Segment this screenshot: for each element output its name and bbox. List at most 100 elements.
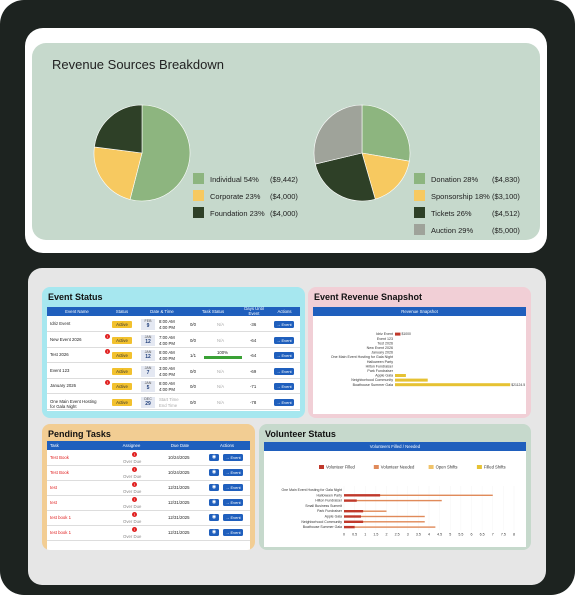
alert-icon: ! — [105, 349, 110, 354]
view-task-icon[interactable]: ◉ — [209, 469, 219, 476]
pending-task-row: test book 1! Over Due 12/31/2025 ◉ → Event — [47, 526, 250, 541]
task-name-link[interactable]: test book 1 — [50, 515, 72, 520]
event-row: January 2026! Active JAN 5 8:00 AM 4:00 PM 0/0… — [47, 379, 300, 394]
pending-task-row: Test Book! Over Due 10/24/2025 ◉ → Event — [47, 451, 250, 466]
task-count: 0/0 — [190, 368, 196, 374]
end-time: End Time — [159, 402, 178, 408]
volunteer-tick-label: 7 — [492, 532, 494, 536]
end-time: 4:00 PM — [159, 387, 176, 392]
view-task-icon[interactable]: ◉ — [209, 514, 219, 521]
go-to-event-button[interactable]: → Event — [274, 367, 294, 375]
task-name-link[interactable]: Test Book — [50, 455, 69, 460]
task-count: 0/0 — [190, 322, 196, 327]
event-table-header: Days Until Event — [239, 306, 269, 316]
revenue-pie-chart-1 — [93, 104, 191, 202]
volunteer-legend-label: Open Shifts — [436, 465, 458, 470]
date-badge: JAN 7 — [141, 365, 155, 377]
go-to-event-button[interactable]: → Event — [223, 514, 243, 521]
volunteer-needed-bar — [344, 515, 425, 518]
days-until: -69 — [250, 368, 257, 374]
pending-tasks-panel: Pending Tasks Task Assignee Due Date Action… — [42, 424, 255, 550]
legend-item: Tickets 26% ($4,512) — [414, 207, 534, 224]
snapshot-value-label: $1000 — [401, 332, 411, 336]
legend-swatch — [193, 190, 204, 201]
volunteer-tick-label: 3 — [407, 532, 409, 536]
volunteer-tick-label: 0 — [343, 532, 345, 536]
view-task-icon[interactable]: ◉ — [209, 484, 219, 491]
volunteer-filled-bar — [344, 515, 361, 518]
date-day: 12 — [145, 354, 151, 360]
event-name: Idriz Event — [50, 321, 71, 326]
go-to-event-button[interactable]: → Event — [223, 469, 243, 476]
event-name: New Event 2026 — [50, 336, 82, 342]
snapshot-bar — [395, 332, 401, 336]
go-to-event-button[interactable]: → Event — [223, 484, 243, 491]
go-to-event-button[interactable]: → Event — [223, 454, 243, 461]
revenue-card: Revenue Sources Breakdown Individual 54%… — [25, 28, 547, 253]
go-to-event-button[interactable]: → Event — [274, 383, 294, 390]
view-task-icon[interactable]: ◉ — [209, 454, 219, 461]
volunteer-needed-bar — [344, 510, 387, 512]
view-task-icon[interactable]: ◉ — [209, 499, 219, 506]
status-badge: Active — [112, 352, 132, 359]
volunteer-tick-label: 0.5 — [352, 532, 357, 536]
snapshot-category-label: Park Fundraiser — [367, 369, 393, 373]
go-to-event-button[interactable]: → Event — [223, 499, 243, 506]
pending-task-row: test! Over Due 12/31/2025 ◉ → Event — [47, 481, 250, 496]
volunteer-legend-label: Volunteer Filled — [326, 465, 356, 470]
task-name-link[interactable]: Test Book — [50, 470, 69, 475]
revenue-snapshot-title: Event Revenue Snapshot — [314, 292, 423, 302]
go-to-event-button[interactable]: → Event — [274, 336, 294, 344]
date-month: FEB — [144, 319, 152, 323]
start-time: 3:00 AM — [159, 365, 175, 371]
pending-table-header: Actions — [204, 441, 250, 450]
volunteer-needed-bar — [344, 526, 436, 528]
task-name-link[interactable]: test — [50, 500, 57, 505]
snapshot-category-label: Test 2026 — [377, 341, 393, 345]
pending-table-header: Due Date — [156, 441, 204, 450]
legend-label: Sponsorship 18% — [431, 192, 490, 201]
go-to-event-button[interactable]: → Event — [274, 321, 294, 328]
volunteer-category-label: One Main Event Hosting for Gala Night — [281, 488, 342, 492]
snapshot-category-label: January 2026 — [371, 351, 393, 355]
pie2-slice-3 — [313, 104, 363, 165]
snapshot-category-label: Boathouse Summer Gala — [353, 383, 393, 387]
go-to-event-button[interactable]: → Event — [274, 352, 294, 359]
pie1-slice-0 — [129, 104, 191, 202]
go-to-event-button[interactable]: → Event — [223, 529, 243, 536]
date-month: JAN — [144, 381, 152, 385]
volunteer-filled-bar — [344, 499, 357, 502]
snapshot-bar — [395, 378, 428, 382]
legend-swatch — [414, 224, 425, 235]
task-count: 1/1 — [190, 353, 196, 358]
snapshot-category-label: Apple Gala — [375, 374, 393, 378]
volunteer-chart: Volunteer Filled Volunteer Needed Open Shi… — [281, 465, 515, 537]
volunteer-legend-swatch — [319, 465, 324, 469]
status-badge: Active — [112, 321, 132, 328]
pending-task-row: Test Book! Over Due 10/24/2025 ◉ → Event — [47, 466, 250, 481]
view-task-icon[interactable]: ◉ — [209, 529, 219, 536]
event-table-header: Actions — [269, 307, 300, 316]
event-name: January 2026 — [50, 383, 77, 388]
date-badge: FEB 9 — [141, 319, 155, 330]
task-progress-fill — [204, 356, 242, 359]
event-table-header: Status — [107, 307, 137, 316]
legend-item: Auction 29% ($5,000) — [414, 224, 534, 241]
legend-item: Sponsorship 18% ($3,100) — [414, 190, 534, 207]
start-time: 8:00 AM — [159, 319, 175, 324]
task-progress-text: N/A — [217, 384, 225, 389]
start-time: Start Time — [159, 396, 179, 402]
volunteer-legend-label: Volunteer Needed — [381, 465, 415, 470]
alert-icon: ! — [105, 333, 110, 339]
task-name-link[interactable]: test — [50, 485, 57, 490]
snapshot-bar — [395, 374, 406, 377]
start-time: 8:00 AM — [159, 350, 175, 355]
date-month: DEC — [144, 396, 152, 401]
task-progress-text: N/A — [217, 399, 225, 405]
volunteer-filled-bar — [344, 510, 364, 513]
task-name-link[interactable]: test book 1 — [50, 530, 72, 535]
overdue-label: Over Due — [123, 504, 142, 509]
go-to-event-button[interactable]: → Event — [274, 398, 294, 406]
volunteer-tick-label: 8 — [513, 532, 515, 536]
